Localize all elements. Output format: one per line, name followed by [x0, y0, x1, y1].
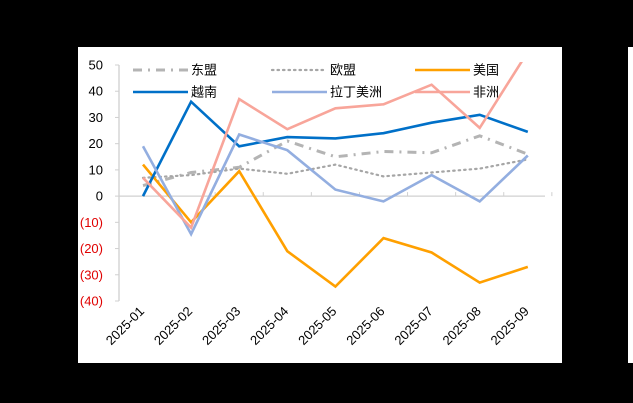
series-line-2: [142, 163, 529, 289]
legend-item: 非洲: [415, 86, 499, 101]
series-line-5: [142, 62, 523, 230]
x-tick-label: 2025-07: [391, 304, 435, 348]
legend-item: 东盟: [133, 64, 217, 79]
y-tick-label: 50: [89, 58, 103, 73]
y-tick-label: 10: [89, 162, 103, 177]
series-line-3: [141, 99, 529, 197]
chart-series-lines: [141, 62, 529, 289]
y-tick-label: (40): [80, 294, 103, 309]
right-edge-strip: [628, 47, 633, 363]
x-tick-label: 2025-05: [295, 304, 339, 348]
legend-label: 越南: [191, 85, 217, 101]
legend-item: 越南: [133, 85, 217, 101]
legend-label: 非洲: [473, 86, 499, 101]
x-tick-label: 2025-03: [199, 304, 243, 348]
y-tick-label: 0: [96, 189, 103, 204]
series-line-1: [141, 158, 529, 179]
x-tick-label: 2025-09: [488, 304, 532, 348]
x-tick-label: 2025-08: [439, 304, 483, 348]
x-tick-label: 2025-06: [343, 304, 387, 348]
legend-item: 欧盟: [270, 64, 356, 79]
y-tick-label: (30): [80, 267, 103, 282]
chart-panel: [78, 47, 562, 363]
y-tick-label: 40: [89, 84, 103, 99]
legend-label: 东盟: [191, 64, 217, 79]
legend-label: 欧盟: [330, 64, 356, 79]
y-tick-label: 20: [89, 136, 103, 151]
x-tick-label: 2025-04: [247, 304, 291, 348]
y-tick-label: (10): [80, 215, 103, 230]
series-line-0: [142, 134, 529, 188]
series-line-4: [141, 132, 529, 237]
legend-label: 美国: [473, 64, 499, 79]
y-tick-label: 30: [89, 110, 103, 125]
x-tick-label: 2025-01: [103, 304, 147, 348]
legend-item: 美国: [415, 64, 499, 79]
y-tick-label: (20): [80, 241, 103, 256]
x-tick-label: 2025-02: [151, 304, 195, 348]
legend-item: 拉丁美洲: [272, 86, 382, 101]
legend-label: 拉丁美洲: [330, 86, 382, 101]
